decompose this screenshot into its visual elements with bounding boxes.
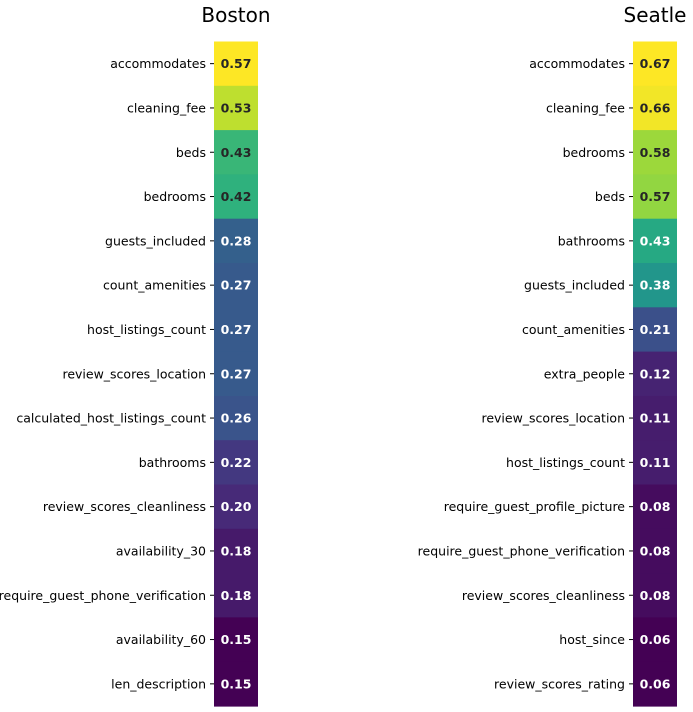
- heatmap-cell-host-listings-count: [214, 307, 258, 353]
- y-tick-label: host_listings_count: [87, 322, 206, 337]
- y-tick-label: require_guest_phone_verification: [418, 543, 625, 558]
- y-tick-label: bathrooms: [558, 233, 625, 248]
- heatmap-cell-require-guest-phone-verification: [214, 573, 258, 618]
- cell-value-label: 0.20: [221, 499, 252, 514]
- heatmap-cell-extra-people: [633, 351, 677, 397]
- heatmap-cell-beds: [214, 130, 258, 175]
- y-tick-label: host_since: [559, 632, 625, 647]
- heatmap-cell-host-listings-count: [633, 440, 677, 486]
- heatmap-cell-cleaning-fee: [633, 85, 677, 131]
- cell-value-label: 0.15: [221, 632, 252, 647]
- cell-value-label: 0.11: [640, 411, 671, 426]
- heatmap-cell-review-scores-cleanliness: [214, 484, 258, 530]
- heatmap-cell-beds: [633, 174, 677, 220]
- cell-value-label: 0.57: [640, 189, 671, 204]
- cell-value-label: 0.18: [221, 543, 252, 558]
- boston-heatmap: Boston 0.57 accommodates 0.53 cleaning_fee 0.…: [0, 3, 271, 707]
- cell-value-label: 0.06: [640, 632, 671, 647]
- chart-title: Boston: [201, 3, 270, 27]
- y-tick-label: beds: [176, 145, 206, 160]
- heatmap-cell-bathrooms: [633, 218, 677, 264]
- y-tick-label: accommodates: [529, 56, 625, 71]
- cell-value-label: 0.43: [640, 233, 671, 248]
- cell-value-label: 0.06: [640, 676, 671, 691]
- cell-value-label: 0.08: [640, 588, 671, 603]
- cell-value-label: 0.27: [221, 366, 252, 381]
- y-tick-label: review_scores_rating: [494, 676, 625, 691]
- y-tick-label: calculated_host_listings_count: [16, 411, 206, 426]
- cell-value-label: 0.57: [221, 56, 252, 71]
- cell-value-label: 0.12: [640, 366, 671, 381]
- y-tick-label: beds: [595, 189, 625, 204]
- heatmap-cell-count-amenities: [633, 307, 677, 353]
- y-tick-label: bedrooms: [144, 189, 206, 204]
- heatmap-cell-review-scores-rating: [633, 661, 677, 707]
- heatmap-cell-accommodates: [633, 41, 677, 87]
- cell-value-label: 0.08: [640, 543, 671, 558]
- y-tick-label: host_listings_count: [506, 455, 625, 470]
- cell-value-label: 0.28: [221, 233, 252, 248]
- cell-value-label: 0.26: [221, 411, 252, 426]
- heatmap-cell-require-guest-profile-picture: [633, 484, 677, 530]
- heatmap-cell-cleaning-fee: [214, 85, 258, 131]
- y-tick-label: availability_30: [116, 543, 206, 558]
- y-tick-label: guests_included: [105, 233, 206, 248]
- cell-value-label: 0.27: [221, 278, 252, 293]
- y-tick-label: availability_60: [116, 632, 206, 647]
- heatmap-cell-review-scores-location: [633, 395, 677, 441]
- seatle-heatmap: Seatle 0.67 accommodates 0.66 cleaning_fee 0.…: [418, 3, 687, 707]
- heatmap-cell-guests-included: [633, 263, 677, 308]
- cell-value-label: 0.53: [221, 100, 252, 115]
- y-tick-label: require_guest_phone_verification: [0, 588, 206, 603]
- cell-value-label: 0.18: [221, 588, 252, 603]
- y-tick-label: extra_people: [544, 366, 625, 381]
- cell-value-label: 0.43: [221, 145, 252, 160]
- heatmap-cell-count-amenities: [214, 263, 258, 308]
- y-tick-label: cleaning_fee: [127, 100, 206, 115]
- y-tick-label: bathrooms: [139, 455, 206, 470]
- heatmap-cell-len-description: [214, 661, 258, 707]
- heatmap-cell-require-guest-phone-verification: [633, 528, 677, 574]
- y-tick-label: cleaning_fee: [546, 100, 625, 115]
- cell-value-label: 0.21: [640, 322, 671, 337]
- y-tick-label: count_amenities: [522, 322, 625, 337]
- cell-value-label: 0.15: [221, 676, 252, 691]
- y-tick-label: bedrooms: [563, 145, 625, 160]
- y-tick-label: review_scores_location: [62, 366, 206, 381]
- cell-value-label: 0.38: [640, 278, 671, 293]
- y-tick-label: accommodates: [110, 56, 206, 71]
- heatmap-cell-availability-30: [214, 528, 258, 574]
- cell-value-label: 0.67: [640, 56, 671, 71]
- chart-title: Seatle: [624, 3, 687, 27]
- heatmap-cell-accommodates: [214, 41, 258, 87]
- heatmap-cell-bedrooms: [214, 174, 258, 220]
- y-tick-label: guests_included: [524, 278, 625, 293]
- heatmap-cell-bedrooms: [633, 130, 677, 175]
- heatmap-cell-host-since: [633, 617, 677, 663]
- cell-value-label: 0.66: [640, 100, 671, 115]
- y-tick-label: require_guest_profile_picture: [444, 499, 626, 514]
- cell-value-label: 0.11: [640, 455, 671, 470]
- heatmap-cell-guests-included: [214, 218, 258, 264]
- cell-value-label: 0.08: [640, 499, 671, 514]
- y-tick-label: len_description: [111, 676, 206, 691]
- heatmap-cell-bathrooms: [214, 440, 258, 486]
- y-tick-label: review_scores_cleanliness: [43, 499, 206, 514]
- heatmap-cell-availability-60: [214, 617, 258, 663]
- heatmap-cell-review-scores-location: [214, 351, 258, 397]
- cell-value-label: 0.27: [221, 322, 252, 337]
- y-tick-label: review_scores_cleanliness: [462, 588, 625, 603]
- y-tick-label: review_scores_location: [481, 411, 625, 426]
- cell-value-label: 0.42: [221, 189, 252, 204]
- y-tick-label: count_amenities: [103, 278, 206, 293]
- heatmap-cell-review-scores-cleanliness: [633, 573, 677, 618]
- heatmap-cell-calculated-host-listings-count: [214, 395, 258, 441]
- cell-value-label: 0.22: [221, 455, 252, 470]
- cell-value-label: 0.58: [640, 145, 671, 160]
